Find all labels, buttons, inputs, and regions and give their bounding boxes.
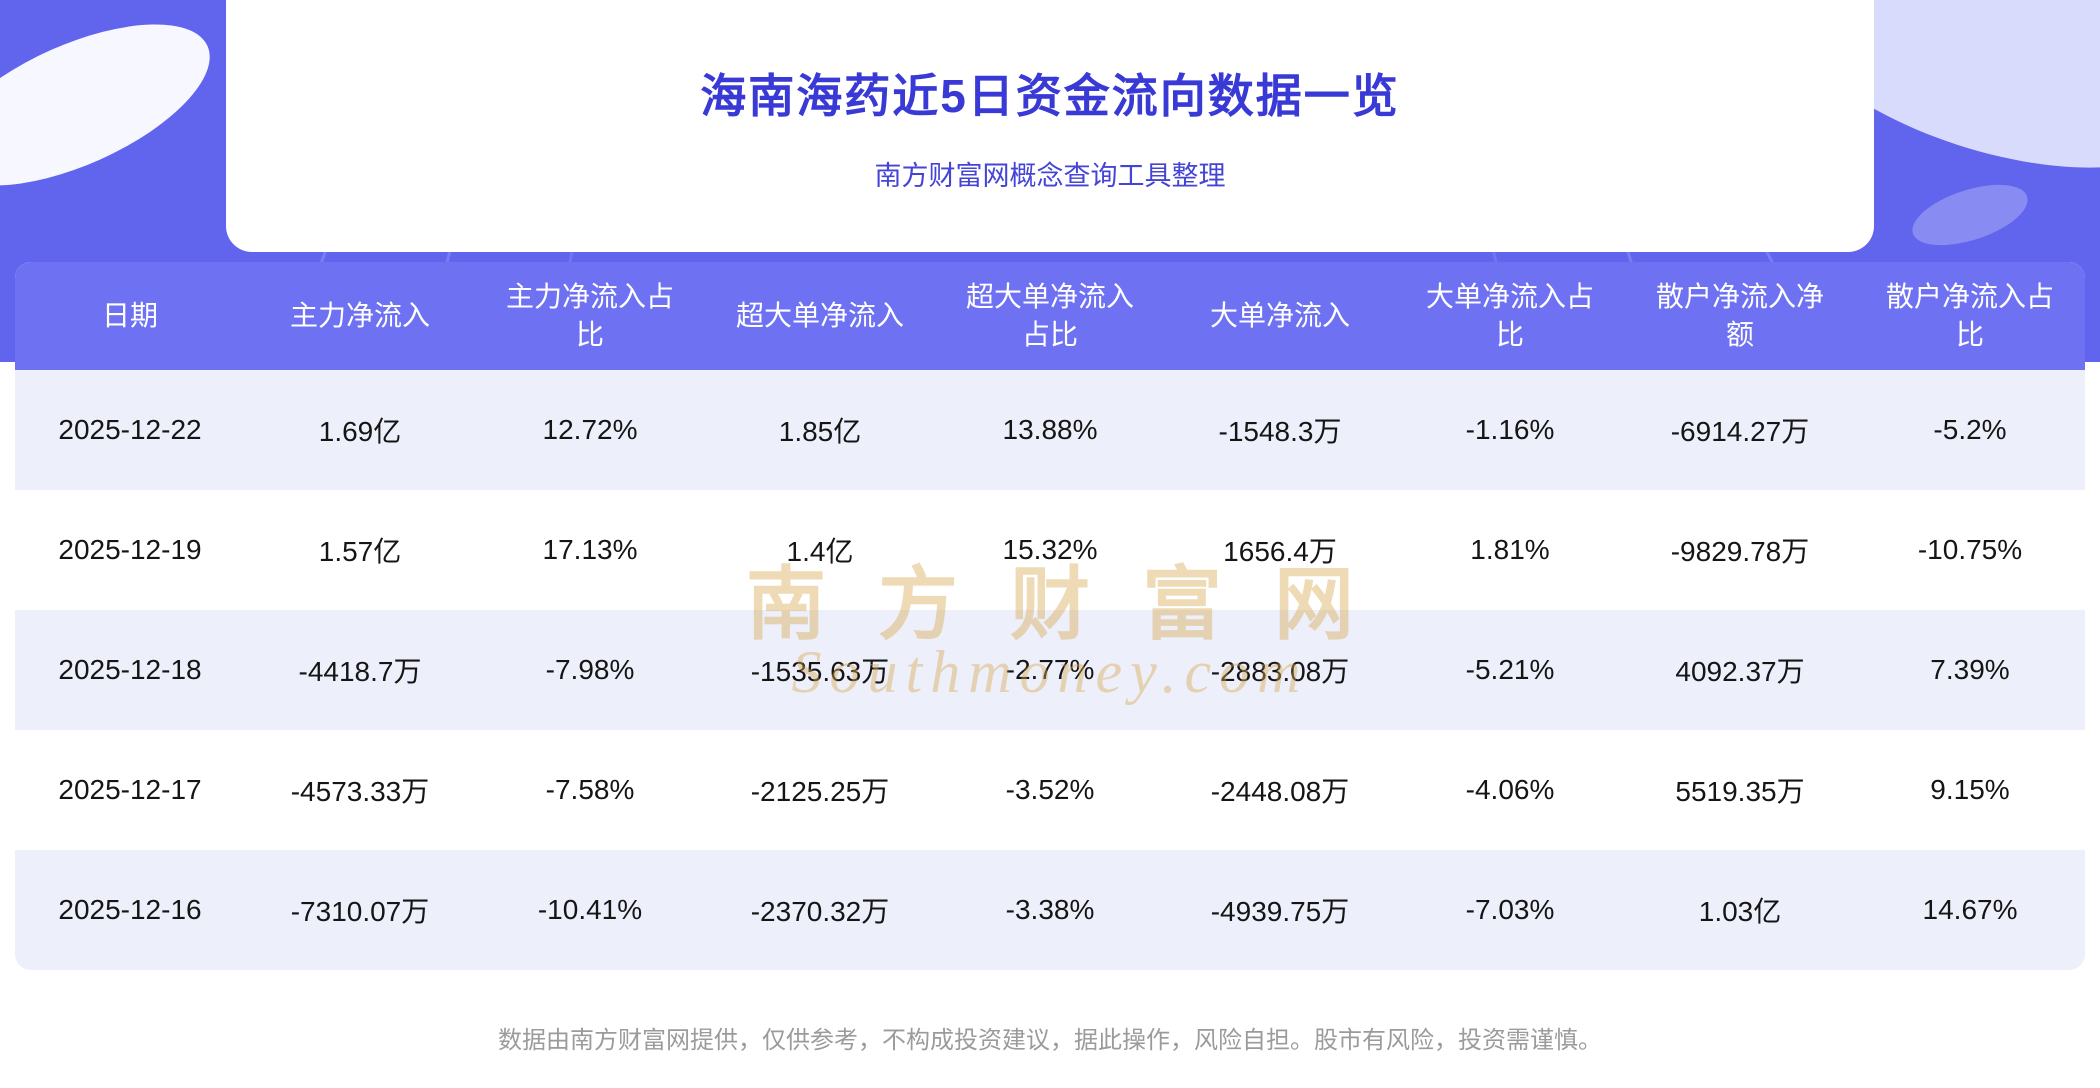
table-cell: 2025-12-19 bbox=[58, 534, 202, 565]
table-cell: -3.52% bbox=[1005, 774, 1095, 805]
table-cell: 1656.4万 bbox=[1223, 536, 1337, 567]
page-subtitle: 南方财富网概念查询工具整理 bbox=[874, 161, 1226, 191]
table-cell: 1.4亿 bbox=[786, 536, 854, 567]
table-cell: 15.32% bbox=[1002, 534, 1098, 565]
table-row: 2025-12-22 1.69亿 12.72% 1.85亿 13.88% -1548.3万… bbox=[15, 370, 2085, 490]
table-row: 2025-12-18 -4418.7万 -7.98% -1535.63万 -2.77% -… bbox=[15, 610, 2085, 730]
table-cell: -2370.32万 bbox=[750, 896, 890, 927]
table-cell: 13.88% bbox=[1002, 414, 1098, 445]
column-header: 大单净流入占比 bbox=[1395, 262, 1625, 370]
table-cell: 2025-12-18 bbox=[58, 654, 202, 685]
table-cell: 1.81% bbox=[1470, 534, 1550, 565]
table-cell: -2.77% bbox=[1005, 654, 1095, 685]
table-row: 2025-12-16 -7310.07万 -10.41% -2370.32万 -3.38… bbox=[15, 850, 2085, 970]
table-cell: -1535.63万 bbox=[750, 656, 890, 687]
table-header-row: 日期 主力净流入 主力净流入占比 超大单净流入 超大单净流入占比 大单净流入 大单净流入占比… bbox=[15, 262, 2085, 370]
table-cell: -4939.75万 bbox=[1210, 896, 1350, 927]
table-cell: 9.15% bbox=[1930, 774, 2010, 805]
table-cell: 1.03亿 bbox=[1698, 896, 1782, 927]
table-cell: -10.75% bbox=[1917, 534, 2023, 565]
table-row: 2025-12-19 1.57亿 17.13% 1.4亿 15.32% 1656.4万 1.… bbox=[15, 490, 2085, 610]
table-cell: 14.67% bbox=[1922, 894, 2018, 925]
table-cell: -7.58% bbox=[545, 774, 635, 805]
table-cell: -10.41% bbox=[537, 894, 643, 925]
table-cell: 2025-12-17 bbox=[58, 774, 202, 805]
table-cell: 12.72% bbox=[542, 414, 638, 445]
column-header: 超大单净流入 bbox=[705, 262, 935, 370]
column-header: 主力净流入占比 bbox=[475, 262, 705, 370]
table-cell: -3.38% bbox=[1005, 894, 1095, 925]
table-cell: -2883.08万 bbox=[1210, 656, 1350, 687]
table-cell: -2448.08万 bbox=[1210, 776, 1350, 807]
table-cell: 1.85亿 bbox=[778, 416, 862, 447]
table-cell: -6914.27万 bbox=[1670, 416, 1810, 447]
column-header: 日期 bbox=[15, 262, 245, 370]
table-cell: -7310.07万 bbox=[290, 896, 430, 927]
table-body: 2025-12-22 1.69亿 12.72% 1.85亿 13.88% -1548.3万… bbox=[15, 370, 2085, 970]
title-card: 海南海药近5日资金流向数据一览 南方财富网概念查询工具整理 bbox=[226, 0, 1874, 252]
table-head: 日期 主力净流入 主力净流入占比 超大单净流入 超大单净流入占比 大单净流入 大单净流入占比… bbox=[15, 262, 2085, 370]
column-header: 散户净流入占比 bbox=[1855, 262, 2085, 370]
table-cell: -7.03% bbox=[1465, 894, 1555, 925]
table-cell: 7.39% bbox=[1930, 654, 2010, 685]
table-cell: -4573.33万 bbox=[290, 776, 430, 807]
fund-flow-table: 日期 主力净流入 主力净流入占比 超大单净流入 超大单净流入占比 大单净流入 大单净流入占比… bbox=[15, 262, 2085, 970]
page-title: 海南海药近5日资金流向数据一览 bbox=[700, 70, 1400, 122]
column-header: 主力净流入 bbox=[245, 262, 475, 370]
column-header: 大单净流入 bbox=[1165, 262, 1395, 370]
fund-flow-table-card: 日期 主力净流入 主力净流入占比 超大单净流入 超大单净流入占比 大单净流入 大单净流入占比… bbox=[15, 262, 2085, 970]
table-row: 2025-12-17 -4573.33万 -7.58% -2125.25万 -3.52%… bbox=[15, 730, 2085, 850]
table-cell: 4092.37万 bbox=[1675, 656, 1805, 687]
table-cell: 1.69亿 bbox=[318, 416, 402, 447]
column-header: 散户净流入净额 bbox=[1625, 262, 1855, 370]
table-cell: -4.06% bbox=[1465, 774, 1555, 805]
table-cell: 17.13% bbox=[542, 534, 638, 565]
table-cell: 2025-12-22 bbox=[58, 414, 202, 445]
disclaimer-text: 数据由南方财富网提供，仅供参考，不构成投资建议，据此操作，风险自担。股市有风险，… bbox=[498, 1027, 1602, 1054]
column-header: 超大单净流入占比 bbox=[935, 262, 1165, 370]
table-cell: -2125.25万 bbox=[750, 776, 890, 807]
table-cell: -1.16% bbox=[1465, 414, 1555, 445]
table-cell: 5519.35万 bbox=[1675, 776, 1805, 807]
table-cell: -5.2% bbox=[1933, 414, 2007, 445]
table-cell: 1.57亿 bbox=[318, 536, 402, 567]
table-cell: -9829.78万 bbox=[1670, 536, 1810, 567]
table-cell: 2025-12-16 bbox=[58, 894, 202, 925]
table-cell: -7.98% bbox=[545, 654, 635, 685]
table-cell: -5.21% bbox=[1465, 654, 1555, 685]
table-cell: -1548.3万 bbox=[1218, 416, 1342, 447]
table-cell: -4418.7万 bbox=[298, 656, 422, 687]
